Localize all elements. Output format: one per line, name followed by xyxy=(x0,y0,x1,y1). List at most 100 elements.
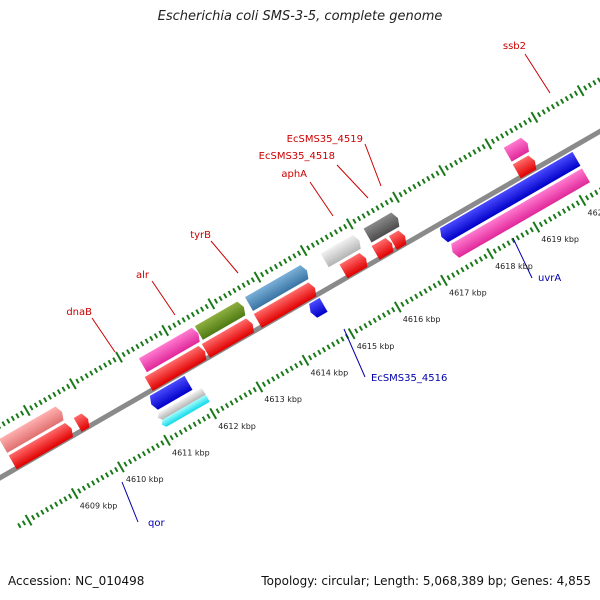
minor-tick xyxy=(79,375,85,382)
minor-tick xyxy=(112,357,117,363)
minor-tick xyxy=(243,392,248,398)
label-qor[interactable]: qor xyxy=(148,518,165,529)
rotated-map-layer xyxy=(0,77,600,529)
minor-tick xyxy=(312,352,317,358)
minor-tick xyxy=(446,275,451,281)
minor-tick xyxy=(49,504,54,510)
minor-tick xyxy=(389,197,394,203)
cds-forward-left-edge[interactable] xyxy=(8,421,76,470)
minor-tick xyxy=(564,95,569,102)
minor-tick xyxy=(84,373,89,379)
label-dnaB[interactable]: dnaB xyxy=(66,307,92,318)
cds-tyrB[interactable] xyxy=(253,281,319,328)
label-uvrA[interactable]: uvrA xyxy=(538,273,561,284)
minor-tick xyxy=(412,183,417,190)
major-tick xyxy=(578,194,587,207)
label-ssb2[interactable]: ssb2 xyxy=(503,41,526,52)
minor-tick xyxy=(352,218,357,224)
cds-ssb2[interactable] xyxy=(512,154,539,179)
minor-tick xyxy=(509,127,514,134)
gene-forward-left-edge[interactable] xyxy=(0,405,66,453)
label-aphA[interactable]: aphA xyxy=(281,169,307,180)
tick-label-4619: 4619 kbp xyxy=(541,235,579,244)
minor-tick xyxy=(292,253,297,259)
minor-tick xyxy=(536,111,542,118)
gene-tyrB[interactable] xyxy=(244,264,311,311)
minor-tick xyxy=(358,325,364,332)
minor-tick xyxy=(515,235,520,241)
minor-tick xyxy=(107,359,112,366)
gene-alr[interactable] xyxy=(194,300,248,340)
label-EcSMS35_4516[interactable]: EcSMS35_4516 xyxy=(371,373,447,384)
minor-tick xyxy=(407,186,412,192)
minor-tick xyxy=(594,189,599,196)
major-tick xyxy=(301,354,310,367)
minor-tick xyxy=(338,226,343,232)
major-tick xyxy=(24,514,33,526)
label-EcSMS35_4519[interactable]: EcSMS35_4519 xyxy=(287,134,363,145)
minor-tick xyxy=(561,208,567,214)
minor-tick xyxy=(35,512,40,518)
gene-EcSMS35_4519[interactable] xyxy=(380,211,402,233)
minor-tick xyxy=(500,133,505,139)
minor-tick xyxy=(174,432,179,438)
minor-tick xyxy=(250,277,256,283)
gene-uvrA[interactable] xyxy=(449,168,590,259)
cds-EcSMS35_4519[interactable] xyxy=(388,229,409,250)
minor-tick xyxy=(308,355,313,361)
minor-tick xyxy=(296,250,302,256)
minor-tick xyxy=(15,413,20,419)
major-tick xyxy=(70,487,79,500)
minor-tick xyxy=(469,261,474,268)
minor-tick xyxy=(232,287,237,294)
major-tick xyxy=(347,327,356,340)
minor-tick xyxy=(575,200,580,206)
minor-tick xyxy=(306,245,311,251)
label-alr[interactable]: alr xyxy=(136,270,150,281)
accession-text: Accession: NC_010498 xyxy=(8,574,145,588)
minor-tick xyxy=(566,205,571,212)
minor-tick xyxy=(201,416,207,422)
gene-dnaB[interactable] xyxy=(138,326,202,373)
minor-tick xyxy=(195,309,200,315)
cds-EcSMS35_4516[interactable] xyxy=(307,297,328,319)
minor-tick xyxy=(81,485,87,491)
cds-uvrA[interactable] xyxy=(437,151,581,244)
gene-qor[interactable] xyxy=(156,387,206,421)
major-tick xyxy=(532,221,541,233)
minor-tick xyxy=(298,360,304,366)
minor-tick xyxy=(377,315,382,321)
minor-tick xyxy=(186,314,191,320)
minor-tick xyxy=(100,474,105,481)
minor-tick xyxy=(463,154,468,160)
label-EcSMS35_4518[interactable]: EcSMS35_4518 xyxy=(259,151,335,162)
gene-qor-cyan[interactable] xyxy=(160,394,210,428)
cds-dnaB[interactable] xyxy=(144,344,209,391)
minor-tick xyxy=(372,317,377,324)
minor-tick xyxy=(386,309,391,316)
cds-EcSMS35_4518[interactable] xyxy=(371,236,396,260)
tick-label-4613: 4613 kbp xyxy=(264,395,302,404)
genome-summary-text: Topology: circular; Length: 5,068,389 bp… xyxy=(261,574,591,588)
minor-tick xyxy=(114,466,119,473)
minor-tick xyxy=(404,299,410,305)
cds-alr[interactable] xyxy=(201,317,257,358)
minor-tick xyxy=(266,378,271,385)
minor-tick xyxy=(321,347,327,353)
gene-ssb2[interactable] xyxy=(503,136,532,162)
major-tick xyxy=(253,271,262,283)
cds-qor[interactable] xyxy=(147,375,193,411)
minor-tick xyxy=(421,178,426,184)
gene-aphA[interactable] xyxy=(320,233,364,268)
minor-tick xyxy=(317,349,322,356)
cds-forward-left-small[interactable] xyxy=(73,412,92,432)
minor-tick xyxy=(130,346,135,352)
minor-tick xyxy=(506,240,511,246)
label-tyrB[interactable]: tyrB xyxy=(190,230,211,241)
minor-tick xyxy=(368,320,373,326)
minor-tick xyxy=(283,258,288,264)
cds-aphA[interactable] xyxy=(339,251,371,279)
minor-tick xyxy=(335,339,340,345)
